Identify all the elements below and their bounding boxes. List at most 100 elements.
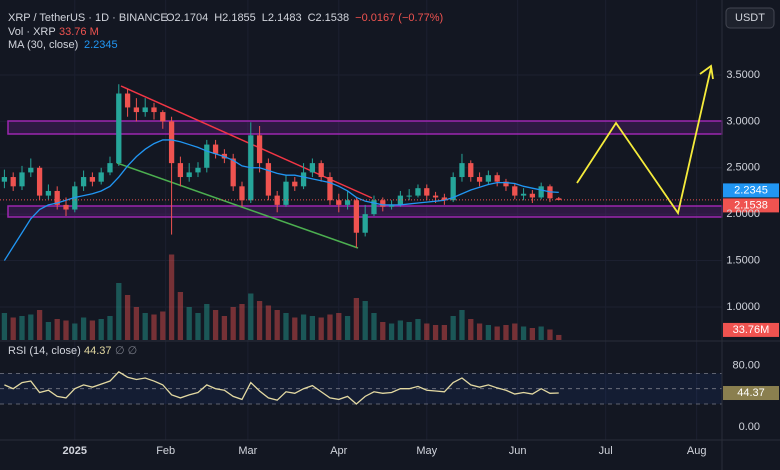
y-tick-label: 3.5000 (726, 69, 760, 81)
volume-bar (371, 313, 377, 340)
volume-bar (160, 311, 166, 340)
y-tick-label: 2.0000 (726, 208, 760, 220)
volume-bar (142, 313, 148, 340)
symbol: XRP / TetherUS · 1D · BINANCE (8, 12, 168, 24)
volume-bar (292, 317, 298, 340)
badges: 2.2345 2.1538 33.76M 44.37 (723, 183, 779, 401)
candle-body (336, 200, 342, 205)
candle-body (239, 186, 245, 201)
x-tick-label: 2025 (63, 445, 87, 457)
x-tick-label: Feb (156, 445, 175, 457)
rsi-badge-bg (723, 386, 779, 401)
volume-bar (318, 317, 324, 340)
rsi-badge: 44.37 (737, 387, 765, 399)
candle-body (309, 163, 316, 173)
candle-body (512, 186, 518, 196)
volume-bar (89, 320, 96, 340)
volume-bar (476, 323, 483, 340)
volume-title: Vol · XRP (8, 26, 56, 38)
candle-body (450, 177, 456, 201)
volume-bar (362, 301, 368, 340)
volume-bar (168, 254, 175, 340)
volume-bar (133, 307, 140, 340)
candle-body (80, 177, 87, 187)
candle-body (28, 167, 34, 173)
candle-body (503, 181, 509, 187)
y-tick-label: 2.5000 (726, 162, 760, 174)
volume-badge: 33.76M (733, 324, 770, 336)
candle-body (177, 163, 184, 178)
volume-value: 33.76 M (59, 26, 99, 38)
volume-bar (406, 322, 412, 340)
volume-bar (336, 313, 342, 340)
currency-button[interactable] (725, 7, 775, 29)
x-tick-label: Jun (509, 445, 527, 457)
volume-bar (283, 313, 289, 340)
candle-body (459, 163, 465, 178)
volume-bar (72, 323, 78, 340)
volume-bar (151, 314, 157, 340)
volume-bar (529, 328, 536, 340)
volume-bar (441, 325, 448, 340)
volume-bar (415, 319, 421, 340)
candle-body (19, 172, 25, 187)
y-tick-label: 1.5000 (726, 254, 760, 266)
candle-body (494, 175, 500, 182)
rsi-tick-label: 80.00 (732, 360, 760, 372)
volume-bar (388, 323, 395, 340)
volume-bar (186, 307, 192, 340)
candle-body (54, 190, 60, 205)
candle-body (292, 181, 298, 187)
volume-bar (265, 305, 272, 340)
rsi-value: 44.37 (84, 345, 112, 357)
currency-label: USDT (735, 12, 765, 24)
candle-body (107, 163, 113, 173)
candle-body (63, 204, 69, 210)
candle-body (397, 195, 404, 205)
volume-bar (10, 317, 16, 340)
volume-bar (432, 325, 439, 340)
ma-value: 2.2345 (84, 39, 118, 51)
volume-bar (494, 326, 500, 340)
volume-bar (538, 326, 544, 340)
volume-bar (424, 323, 430, 340)
ma-badge-bg (723, 183, 779, 198)
ma-badge: 2.2345 (734, 184, 768, 196)
volume-bar (450, 316, 456, 340)
volume-bar (54, 319, 60, 340)
candle-body (476, 177, 483, 182)
rsi-title: RSI (14, close) (8, 345, 81, 357)
candle-body (151, 107, 157, 113)
candle-body (116, 93, 122, 164)
volume-bar (547, 329, 553, 340)
volume-bar (309, 316, 316, 340)
candle-body (124, 93, 131, 108)
candle-body (230, 158, 236, 187)
moving-average (3, 139, 559, 261)
price-badge: 2.1538 (734, 199, 768, 211)
candle-body (142, 107, 148, 113)
volume-bar (274, 310, 280, 340)
volume-bar (230, 307, 236, 340)
volume-bar (1, 313, 8, 340)
volume-bar (248, 293, 254, 340)
arrow-head (699, 64, 714, 80)
rsi-options: ∅ ∅ (115, 345, 137, 357)
candle-body (441, 197, 448, 201)
ohlc-value: L2.1483 (262, 12, 302, 24)
price-badge-bg (723, 198, 779, 213)
resistance-zone (7, 120, 723, 135)
grid (0, 0, 722, 440)
volume-bar (63, 320, 69, 340)
candle-body (45, 190, 52, 196)
candle-body (186, 172, 192, 178)
volume-bar (327, 314, 333, 340)
candle-body (133, 107, 140, 113)
y-tick-label: 3.0000 (726, 115, 760, 127)
x-tick-label: May (416, 445, 437, 457)
candle-body (538, 186, 544, 198)
ohlc: O2.1704 H2.1855 L2.1483 C2.1538 −0.0167 (−0.… (166, 12, 443, 24)
candle-body (318, 163, 324, 178)
candle-body (424, 188, 430, 196)
